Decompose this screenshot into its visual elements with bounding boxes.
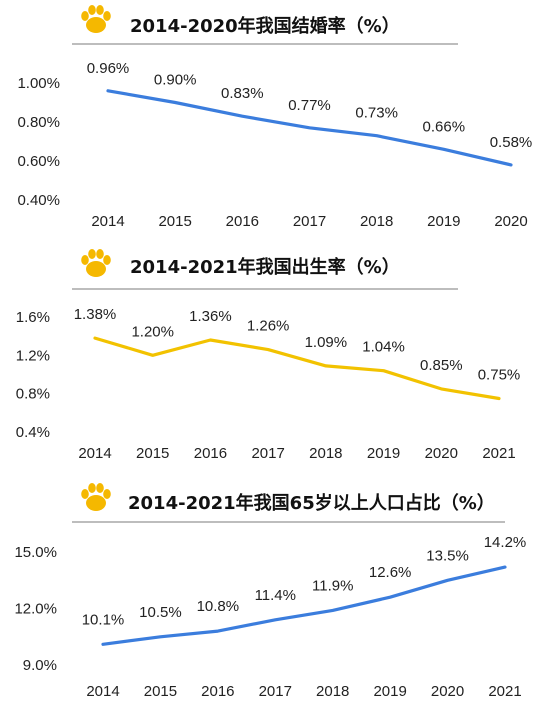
data-label: 14.2% [484, 534, 527, 551]
y-tick-label: 1.6% [16, 309, 50, 326]
x-tick-label: 2020 [494, 213, 527, 230]
x-tick-label: 2021 [482, 445, 515, 462]
paw-toe [81, 11, 89, 21]
series-line [101, 565, 507, 646]
x-tick-label: 2020 [431, 683, 464, 700]
data-label: 11.4% [255, 587, 296, 604]
chart-title: 2014-2020年我国结婚率（%） [130, 15, 400, 37]
x-tick-label: 2017 [259, 683, 292, 700]
paw-toe [103, 255, 111, 265]
paw-toe [103, 11, 111, 21]
y-tick-label: 0.40% [17, 192, 60, 209]
paw-toe [88, 5, 96, 15]
x-tick-label: 2014 [78, 445, 111, 462]
data-label: 11.9% [312, 577, 353, 594]
y-tick-label: 15.0% [14, 544, 57, 561]
data-label: 10.5% [139, 604, 182, 621]
data-label: 0.73% [355, 105, 398, 122]
chart-title: 2014-2021年我国出生率（%） [130, 256, 400, 278]
paw-icon [81, 483, 111, 511]
paw-toe [96, 5, 104, 15]
paw-pad [86, 495, 106, 511]
x-tick-label: 2019 [367, 445, 400, 462]
paw-toe [103, 489, 111, 499]
chart-panel-3: 2014-2021年我国65岁以上人口占比（%） 15.0% 12.0% 9.0% 20… [14, 483, 526, 700]
y-tick-label: 1.2% [16, 347, 50, 364]
x-tick-label: 2014 [86, 683, 119, 700]
y-tick-label: 0.4% [16, 424, 50, 441]
x-tick-label: 2020 [425, 445, 458, 462]
x-tick-label: 2015 [144, 683, 177, 700]
paw-icon [81, 5, 111, 33]
x-tick-label: 2016 [201, 683, 234, 700]
paw-toe [81, 489, 89, 499]
data-label: 1.36% [189, 308, 232, 325]
x-tick-label: 2019 [373, 683, 406, 700]
chart-panel-2: 2014-2021年我国出生率（%） 1.6% 1.2% 0.8% 0.4% 2014 20… [16, 249, 520, 462]
x-tick-label: 2018 [316, 683, 349, 700]
data-label: 1.26% [247, 318, 290, 335]
data-label: 10.1% [82, 611, 125, 628]
paw-pad [86, 17, 106, 33]
y-tick-label: 12.0% [14, 601, 57, 618]
data-label: 1.38% [74, 306, 117, 323]
data-label: 0.85% [420, 357, 463, 374]
x-tick-label: 2021 [488, 683, 521, 700]
paw-toe [96, 249, 104, 259]
data-label: 0.66% [423, 118, 466, 135]
series-line [106, 89, 513, 167]
data-label: 13.5% [426, 547, 469, 564]
x-tick-label: 2017 [293, 213, 326, 230]
x-tick-label: 2019 [427, 213, 460, 230]
x-tick-label: 2015 [158, 213, 191, 230]
data-label: 0.90% [154, 72, 197, 89]
x-tick-label: 2015 [136, 445, 169, 462]
x-tick-label: 2018 [309, 445, 342, 462]
x-tick-label: 2018 [360, 213, 393, 230]
paw-pad [86, 261, 106, 277]
data-label: 0.75% [478, 366, 521, 383]
y-tick-label: 1.00% [17, 75, 60, 92]
paw-toe [96, 483, 104, 493]
x-tick-label: 2016 [194, 445, 227, 462]
paw-toe [88, 249, 96, 259]
data-label: 12.6% [369, 564, 412, 581]
y-tick-label: 9.0% [23, 657, 57, 674]
chart-panel-1: 2014-2020年我国结婚率（%） 1.00% 0.80% 0.60% 0.40% 20… [17, 5, 532, 230]
data-label: 1.04% [362, 339, 405, 356]
paw-toe [88, 483, 96, 493]
data-label: 1.20% [131, 323, 174, 340]
data-label: 0.58% [490, 134, 533, 151]
x-tick-label: 2016 [226, 213, 259, 230]
data-label: 1.09% [305, 334, 348, 351]
data-label: 0.96% [87, 60, 130, 77]
paw-toe [81, 255, 89, 265]
data-label: 0.83% [221, 85, 264, 102]
y-tick-label: 0.60% [17, 153, 60, 170]
y-tick-label: 0.80% [17, 114, 60, 131]
paw-icon [81, 249, 111, 277]
series-line [93, 336, 501, 401]
y-tick-label: 0.8% [16, 386, 50, 403]
x-tick-label: 2014 [91, 213, 124, 230]
data-label: 0.77% [288, 97, 331, 114]
chart-title: 2014-2021年我国65岁以上人口占比（%） [128, 492, 495, 514]
data-label: 10.8% [197, 598, 240, 615]
x-tick-label: 2017 [251, 445, 284, 462]
